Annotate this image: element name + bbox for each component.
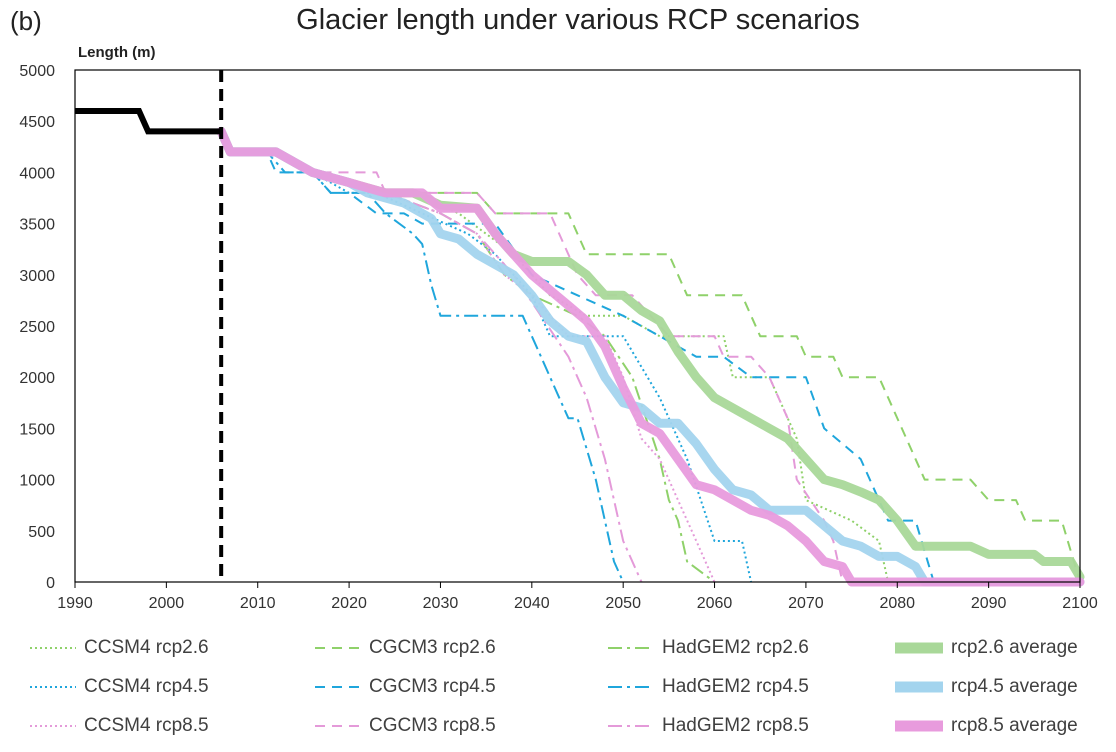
legend-item-ccsm4-rcp8-5: CCSM4 rcp8.5 — [28, 711, 209, 741]
legend-item-hadgem2-rcp8-5: HadGEM2 rcp8.5 — [606, 711, 809, 741]
legend-item-rcp8-5-average: rcp8.5 average — [893, 711, 1078, 741]
y-tick-label: 3000 — [19, 268, 55, 285]
x-tick-label: 2100 — [1062, 595, 1098, 612]
y-tick-label: 4500 — [19, 114, 55, 131]
panel-label: (b) — [10, 6, 42, 36]
observed-line — [75, 108, 222, 135]
x-tick-label: 2070 — [788, 595, 824, 612]
legend-swatch — [30, 686, 76, 688]
y-tick-label: 500 — [28, 524, 55, 541]
x-tick-label: 2030 — [423, 595, 459, 612]
series-line-rcp2-6-average — [216, 126, 1085, 582]
y-tick-label: 0 — [46, 575, 55, 592]
x-tick-label: 2010 — [240, 595, 276, 612]
y-tick-label: 4000 — [19, 165, 55, 182]
legend-item-cgcm3-rcp8-5: CGCM3 rcp8.5 — [313, 711, 496, 741]
legend-label: HadGEM2 rcp8.5 — [662, 715, 809, 736]
legend-label: CCSM4 rcp8.5 — [84, 715, 209, 736]
series-line-ccsm4-rcp8-5 — [220, 130, 716, 583]
x-tick-label: 2060 — [697, 595, 733, 612]
y-tick-label: 2000 — [19, 370, 55, 387]
plot-frame — [74, 69, 1081, 583]
legend-swatch — [608, 686, 654, 688]
legend-swatch — [315, 647, 361, 649]
legend-label: rcp4.5 average — [951, 676, 1078, 697]
legend-item-ccsm4-rcp2-6: CCSM4 rcp2.6 — [28, 633, 209, 663]
series-line-rcp4-5-average — [216, 126, 1085, 587]
x-tick-label: 2020 — [331, 595, 367, 612]
legend-item-hadgem2-rcp2-6: HadGEM2 rcp2.6 — [606, 633, 809, 663]
y-tick-label: 1000 — [19, 473, 55, 490]
legend-swatch — [315, 686, 361, 688]
legend-swatch — [895, 720, 943, 732]
x-tick-label: 2080 — [879, 595, 915, 612]
legend-item-cgcm3-rcp2-6: CGCM3 rcp2.6 — [313, 633, 496, 663]
legend-item-ccsm4-rcp4-5: CCSM4 rcp4.5 — [28, 672, 209, 702]
chart-title: Glacier length under various RCP scenari… — [296, 4, 860, 36]
legend-item-hadgem2-rcp4-5: HadGEM2 rcp4.5 — [606, 672, 809, 702]
series-layer — [75, 108, 1085, 587]
legend: CCSM4 rcp2.6 CGCM3 rcp2.6 HadGEM2 rcp2.6 CC… — [28, 633, 1108, 749]
legend-swatch — [30, 647, 76, 649]
legend-swatch — [315, 725, 361, 727]
legend-label: CCSM4 rcp4.5 — [84, 676, 209, 697]
series-line-cgcm3-rcp4-5 — [220, 130, 935, 583]
legend-label: rcp8.5 average — [951, 715, 1078, 736]
legend-swatch — [895, 642, 943, 654]
series-line-ccsm4-rcp4-5 — [220, 130, 753, 583]
legend-label: rcp2.6 average — [951, 637, 1078, 658]
x-tick-label: 2000 — [149, 595, 185, 612]
y-tick-label: 5000 — [19, 63, 55, 80]
legend-label: CGCM3 rcp2.6 — [369, 637, 496, 658]
legend-item-cgcm3-rcp4-5: CGCM3 rcp4.5 — [313, 672, 496, 702]
legend-swatch — [608, 725, 654, 727]
series-line-hadgem2-rcp2-6 — [220, 130, 716, 583]
chart-plot: 0 500 1000 1500 2000 2500 3000 3500 4000 4500 5000… — [19, 63, 1097, 612]
y-tick-label: 3500 — [19, 217, 55, 234]
series-line-cgcm3-rcp2-6 — [220, 130, 1081, 583]
legend-label: HadGEM2 rcp4.5 — [662, 676, 809, 697]
series-line-rcp8-5-average — [216, 126, 1085, 587]
x-tick-label: 1990 — [57, 595, 93, 612]
legend-label: CCSM4 rcp2.6 — [84, 637, 209, 658]
y-axis-label: Length (m) — [78, 44, 156, 61]
series-line-hadgem2-rcp4-5 — [220, 130, 625, 583]
y-tick-label: 2500 — [19, 319, 55, 336]
legend-swatch — [30, 725, 76, 727]
x-tick-label: 2050 — [605, 595, 641, 612]
x-tick-label: 2040 — [514, 595, 550, 612]
legend-label: CGCM3 rcp4.5 — [369, 676, 496, 697]
legend-swatch — [608, 647, 654, 649]
legend-item-rcp4-5-average: rcp4.5 average — [893, 672, 1078, 702]
legend-label: HadGEM2 rcp2.6 — [662, 637, 809, 658]
legend-swatch — [895, 681, 943, 693]
legend-label: CGCM3 rcp8.5 — [369, 715, 496, 736]
legend-item-rcp2-6-average: rcp2.6 average — [893, 633, 1078, 663]
y-tick-label: 1500 — [19, 421, 55, 438]
axes-layer: 0 500 1000 1500 2000 2500 3000 3500 4000 4500 5000… — [19, 63, 1097, 612]
x-tick-label: 2090 — [971, 595, 1007, 612]
